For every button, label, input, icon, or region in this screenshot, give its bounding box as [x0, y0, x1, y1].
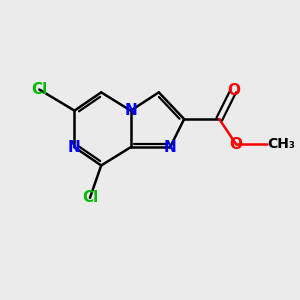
Text: N: N — [164, 140, 176, 155]
Text: N: N — [68, 140, 81, 155]
Text: N: N — [124, 103, 137, 118]
Text: O: O — [227, 83, 240, 98]
Text: O: O — [230, 137, 243, 152]
Text: CH₃: CH₃ — [267, 137, 295, 152]
Text: Cl: Cl — [82, 190, 98, 205]
Text: Cl: Cl — [31, 82, 47, 97]
